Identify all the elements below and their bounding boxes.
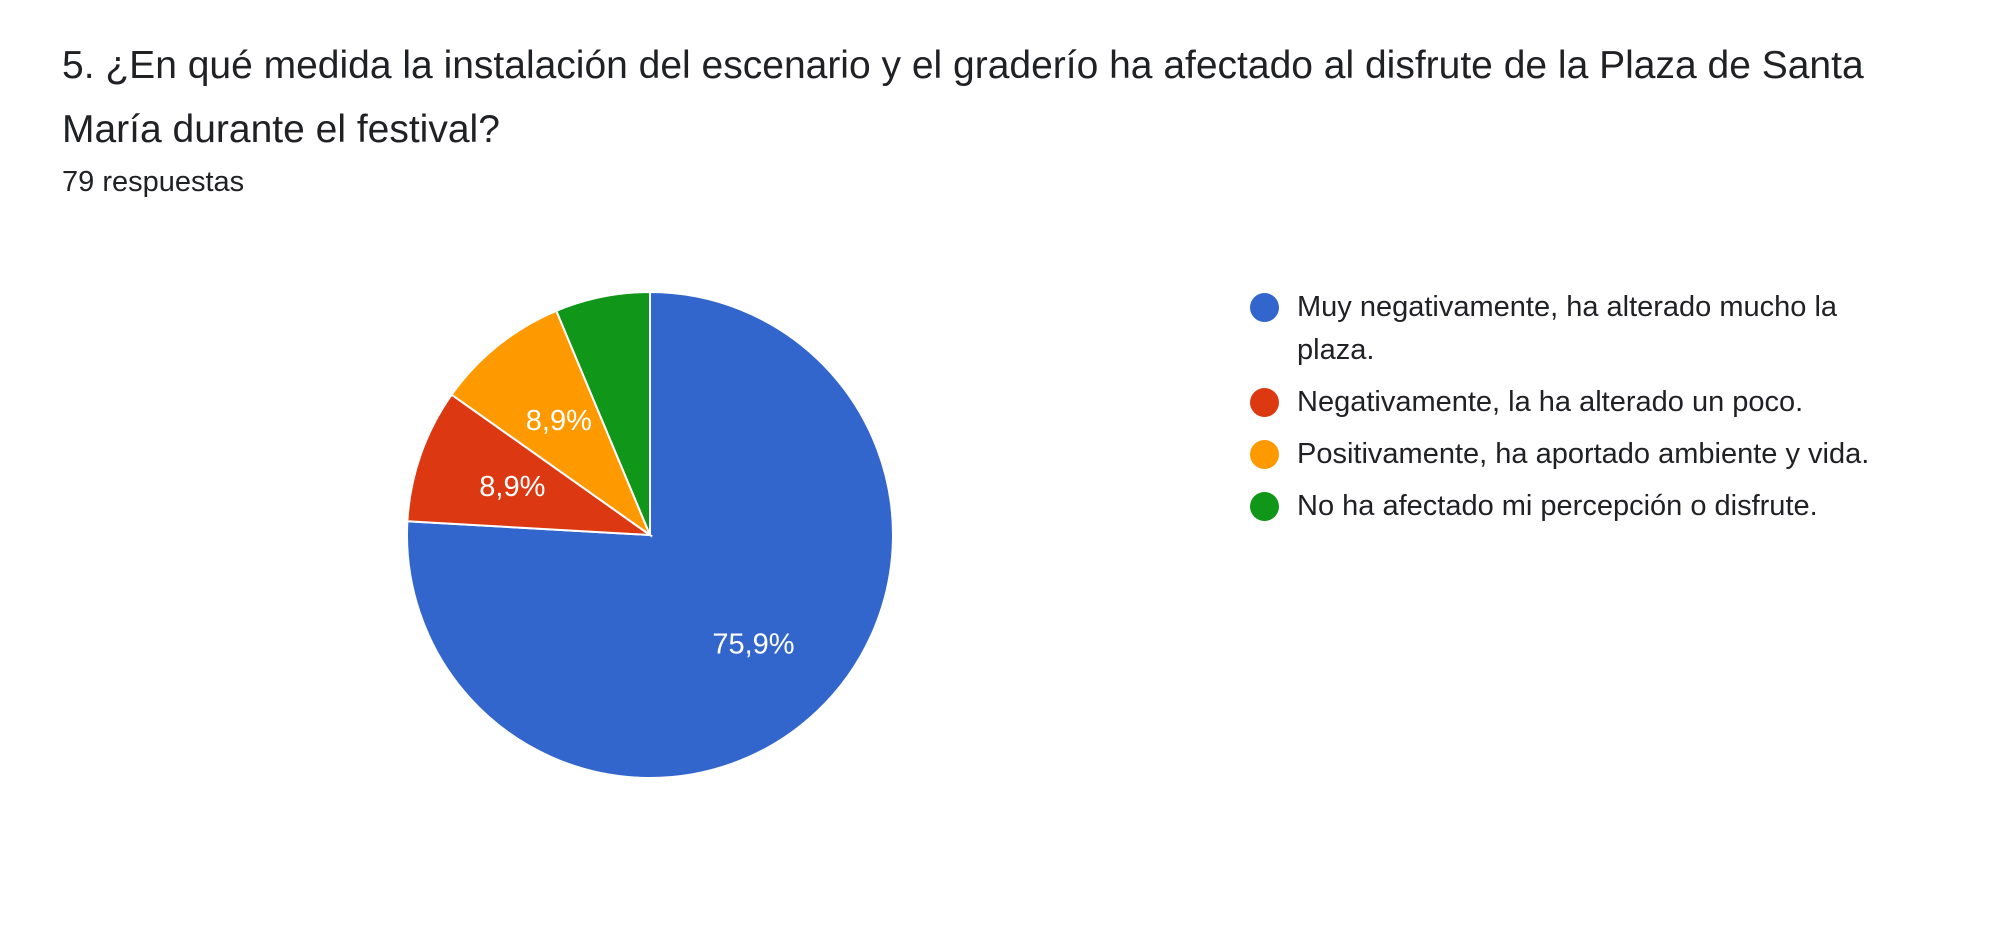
legend-label: No ha afectado mi percepción o disfrute. — [1297, 490, 1818, 522]
legend-dot-blue — [1250, 293, 1279, 322]
legend-item-no-ha-afectado[interactable]: No ha afectado mi percepción o disfrute. — [1250, 485, 1910, 528]
legend-dot-green — [1250, 492, 1279, 521]
legend-label: Muy negativamente, ha alterado mucho la … — [1297, 291, 1838, 366]
pie-slice-label-0: 75,9% — [712, 629, 794, 661]
pie-slice-label-2: 8,9% — [526, 405, 592, 437]
chart-legend: Muy negativamente, ha alterado mucho la … — [1250, 286, 1910, 537]
pie-slice-label-1: 8,9% — [479, 471, 545, 503]
pie-slice-3[interactable] — [554, 290, 651, 536]
legend-label: Positivamente, ha aportado ambiente y vi… — [1297, 438, 1870, 470]
question-title: 5. ¿En qué medida la instalación del esc… — [62, 44, 1864, 151]
pie-slice-2[interactable] — [450, 309, 653, 538]
response-count: 79 respuestas — [62, 166, 245, 198]
legend-dot-orange — [1250, 440, 1279, 469]
legend-dot-red — [1250, 388, 1279, 417]
legend-label: Negativamente, la ha alterado un poco. — [1297, 386, 1804, 418]
pie-slice-1[interactable] — [406, 393, 654, 537]
legend-item-positivamente[interactable]: Positivamente, ha aportado ambiente y vi… — [1250, 433, 1910, 476]
pie-slice-0[interactable] — [406, 290, 894, 779]
legend-item-muy-negativamente[interactable]: Muy negativamente, ha alterado mucho la … — [1250, 286, 1910, 372]
legend-item-negativamente[interactable]: Negativamente, la ha alterado un poco. — [1250, 381, 1910, 424]
